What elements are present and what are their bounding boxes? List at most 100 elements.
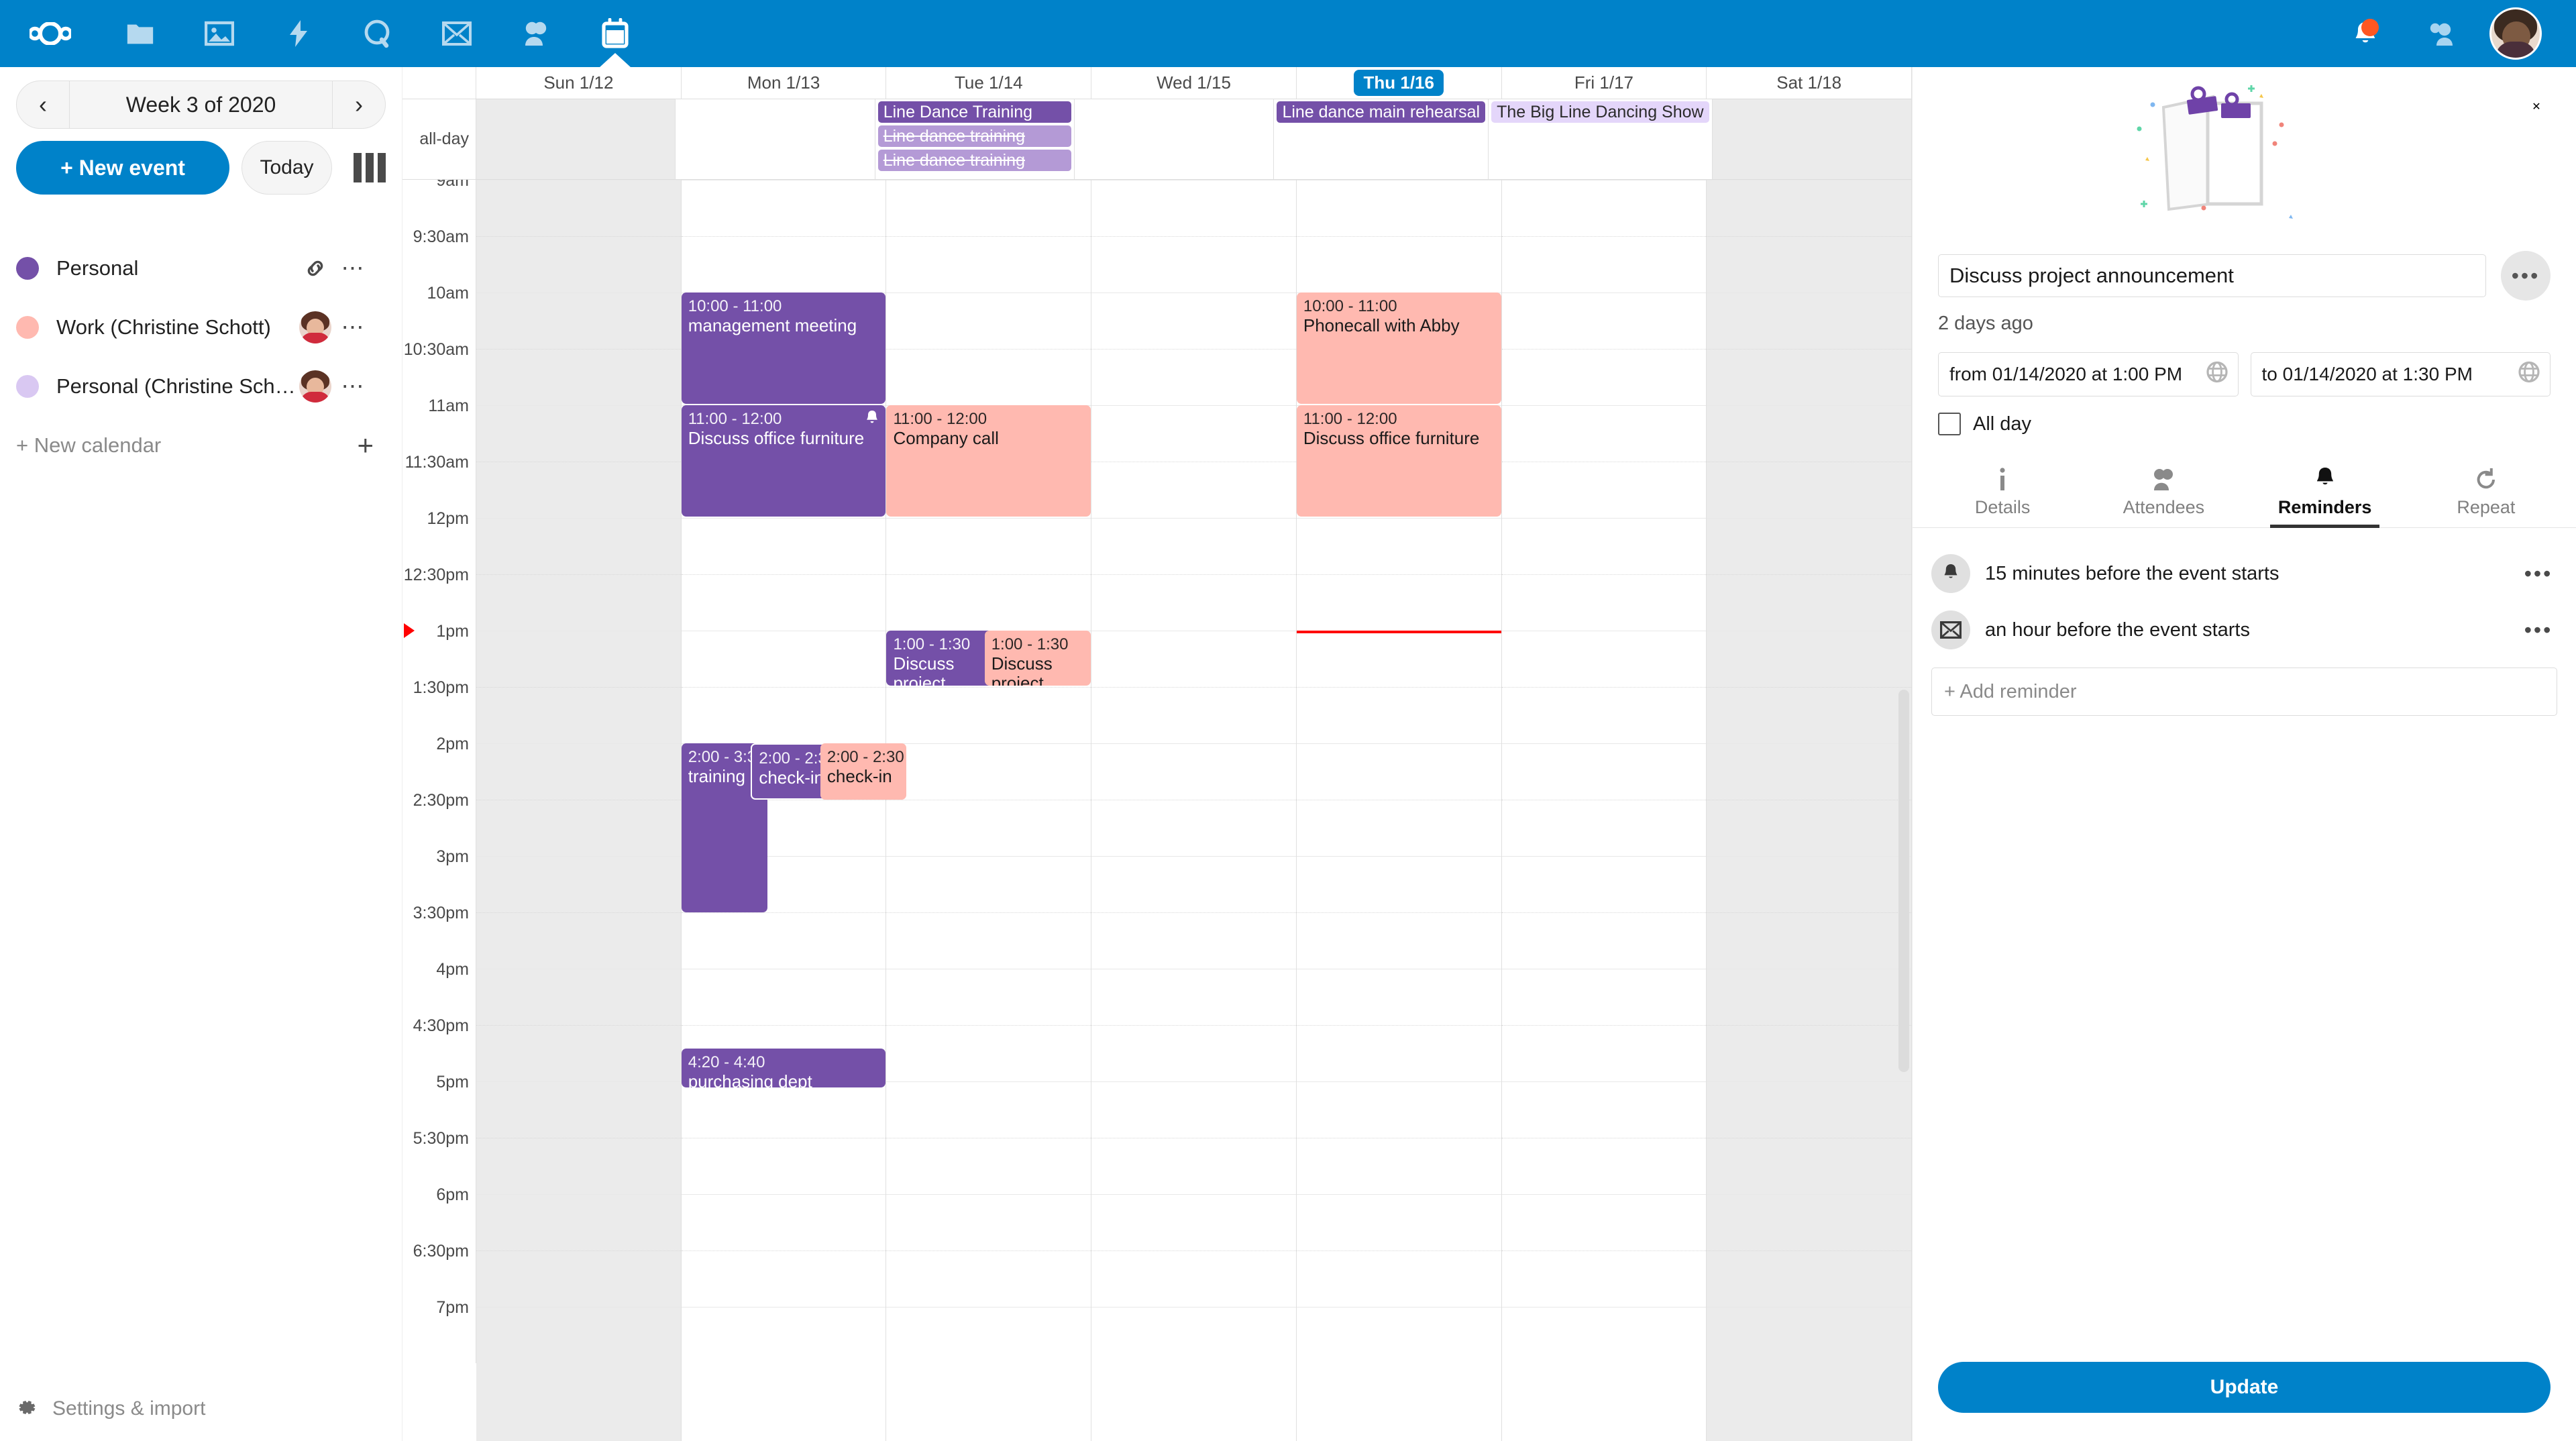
all-day-cell-thu[interactable]: Line dance main rehearsal: [1274, 99, 1489, 180]
calendar-item-personal[interactable]: Personal ⋯: [0, 239, 402, 298]
contacts-icon[interactable]: [496, 0, 576, 67]
all-day-checkbox[interactable]: [1938, 413, 1961, 435]
calendar-actions-menu[interactable]: ⋯: [341, 315, 366, 340]
mail-icon[interactable]: [417, 0, 496, 67]
notifications-bell-icon[interactable]: [2328, 0, 2403, 67]
calendar-item-work-christine-schott[interactable]: Work (Christine Schott) ⋯: [0, 298, 402, 357]
event-title-input[interactable]: [1938, 254, 2486, 297]
event-title: management meeting: [688, 315, 857, 335]
day-columns: 10:00 - 11:00 management meeting 11:00 - 1…: [476, 180, 1912, 1441]
day-header-fri[interactable]: Fri 1/17: [1501, 67, 1707, 99]
update-button[interactable]: Update: [1938, 1362, 2551, 1413]
reminder-row[interactable]: 15 minutes before the event starts •••: [1931, 545, 2557, 602]
calendar-event[interactable]: 10:00 - 11:00 Phonecall with Abby: [1296, 292, 1501, 404]
tab-repeat[interactable]: Repeat: [2406, 458, 2567, 527]
time-gutter: 9am 9:30am 10am 10:30am 11am 11:30am 12pm 12:30…: [402, 180, 476, 1363]
vertical-scrollbar[interactable]: [1898, 690, 1909, 1072]
calendar-event[interactable]: 1:00 - 1:30 Discuss project: [984, 631, 1091, 686]
avatar[interactable]: [2478, 0, 2553, 67]
all-day-cell-tue[interactable]: Line Dance Training Line dance training …: [875, 99, 1075, 180]
plus-icon[interactable]: +: [357, 429, 374, 461]
new-calendar-button[interactable]: + New calendar +: [0, 416, 402, 475]
event-actions-menu[interactable]: •••: [2501, 251, 2551, 301]
day-column[interactable]: 10:00 - 11:00 management meeting 11:00 - 1…: [681, 180, 906, 1441]
all-day-event[interactable]: The Big Line Dancing Show: [1491, 101, 1709, 123]
all-day-event[interactable]: Line Dance Training: [877, 101, 1072, 123]
tab-reminders[interactable]: Reminders: [2245, 458, 2406, 528]
calendar-actions-menu[interactable]: ⋯: [341, 374, 366, 399]
event-time: 11:00 - 12:00: [893, 410, 987, 428]
event-title: check-in: [826, 766, 892, 786]
grid-line: [476, 1081, 681, 1082]
time-label: 3:30pm: [413, 904, 469, 922]
grid-line: [1501, 236, 1707, 237]
calendar-event[interactable]: 10:00 - 11:00 management meeting: [681, 292, 886, 404]
day-header-mon[interactable]: Mon 1/13: [681, 67, 887, 99]
day-column[interactable]: [476, 180, 682, 1441]
grid-line: [1707, 1081, 1912, 1082]
day-column[interactable]: 10:00 - 11:00 Phonecall with Abby 11:00 - …: [1296, 180, 1502, 1441]
event-end-date-field[interactable]: to 01/14/2020 at 1:30 PM: [2250, 352, 2551, 396]
reminder-actions-menu[interactable]: •••: [2524, 617, 2553, 642]
share-link-icon[interactable]: [297, 257, 333, 280]
reminder-row[interactable]: an hour before the event starts •••: [1931, 602, 2557, 658]
photos-icon[interactable]: [180, 0, 259, 67]
day-header-sun[interactable]: Sun 1/12: [476, 67, 682, 99]
event-start-date-field[interactable]: from 01/14/2020 at 1:00 PM: [1938, 352, 2239, 396]
next-week-button[interactable]: ›: [355, 91, 363, 118]
close-icon[interactable]: ✕: [2532, 101, 2541, 113]
day-header-sat[interactable]: Sat 1/18: [1707, 67, 1912, 99]
calendar-event[interactable]: 11:00 - 12:00 Discuss office furniture: [681, 405, 886, 517]
grid-line: [1707, 1194, 1912, 1195]
all-day-event[interactable]: Line dance training: [877, 125, 1072, 147]
all-day-cell-mon[interactable]: [676, 99, 875, 180]
calendar-event[interactable]: 11:00 - 12:00 Company call: [886, 405, 1091, 517]
all-day-label: all-day: [402, 99, 476, 180]
settings-and-import-link[interactable]: Settings & import: [0, 1377, 402, 1441]
all-day-event[interactable]: Line dance training: [877, 150, 1072, 171]
day-column[interactable]: [1707, 180, 1912, 1441]
all-day-cell-fri[interactable]: The Big Line Dancing Show: [1489, 99, 1713, 180]
grid-line: [1707, 1250, 1912, 1251]
day-header-wed[interactable]: Wed 1/15: [1091, 67, 1297, 99]
calendar-actions-menu[interactable]: ⋯: [341, 256, 366, 281]
activity-icon[interactable]: [259, 0, 338, 67]
all-day-cell-sun[interactable]: [476, 99, 676, 180]
new-event-button[interactable]: + New event: [16, 141, 230, 195]
day-header-thu-today[interactable]: Thu 1/16: [1296, 67, 1502, 99]
all-day-event[interactable]: Line dance main rehearsal: [1277, 101, 1486, 123]
globe-icon[interactable]: [2206, 361, 2229, 388]
search-app-icon[interactable]: [338, 0, 417, 67]
files-icon[interactable]: [101, 0, 180, 67]
day-column[interactable]: [1091, 180, 1297, 1441]
globe-icon[interactable]: [2518, 361, 2540, 388]
day-header-tue[interactable]: Tue 1/14: [886, 67, 1092, 99]
calendar-event[interactable]: 11:00 - 12:00 Discuss office furniture: [1296, 405, 1501, 517]
grid-line: [476, 574, 681, 575]
calendar-icon[interactable]: [576, 0, 655, 67]
tab-details[interactable]: Details: [1922, 458, 2083, 527]
contacts-menu-icon[interactable]: [2403, 0, 2478, 67]
calendar-item-personal-christine-schott[interactable]: Personal (Christine Scho... ⋯: [0, 357, 402, 416]
reminder-actions-menu[interactable]: •••: [2524, 561, 2553, 586]
all-day-toggle-row[interactable]: All day: [1913, 413, 2576, 435]
tab-attendees[interactable]: Attendees: [2083, 458, 2244, 527]
calendar-event[interactable]: 4:20 - 4:40 purchasing dept: [681, 1049, 886, 1088]
event-title: Company call: [893, 428, 999, 448]
top-navigation-bar: [0, 0, 2576, 67]
add-reminder-button[interactable]: + Add reminder: [1931, 668, 2557, 716]
notification-badge: [2361, 19, 2379, 36]
all-day-cell-wed[interactable]: [1075, 99, 1275, 180]
today-button[interactable]: Today: [241, 141, 332, 195]
view-toggle-icon[interactable]: [354, 153, 386, 182]
grid-line: [1707, 856, 1912, 857]
time-grid-scroll-area[interactable]: 9am 9:30am 10am 10:30am 11am 11:30am 12pm 12:30…: [402, 180, 1912, 1441]
calendar-event[interactable]: 2:00 - 2:30 check-in: [820, 743, 906, 800]
prev-week-button[interactable]: ‹: [39, 91, 47, 118]
day-column[interactable]: [1501, 180, 1707, 1441]
day-column[interactable]: 11:00 - 12:00 Company call 1:00 - 1:30 Disc…: [886, 180, 1092, 1441]
nextcloud-logo[interactable]: [0, 0, 101, 67]
event-title: purchasing dept: [688, 1071, 812, 1088]
all-day-cell-sat[interactable]: [1712, 99, 1912, 180]
